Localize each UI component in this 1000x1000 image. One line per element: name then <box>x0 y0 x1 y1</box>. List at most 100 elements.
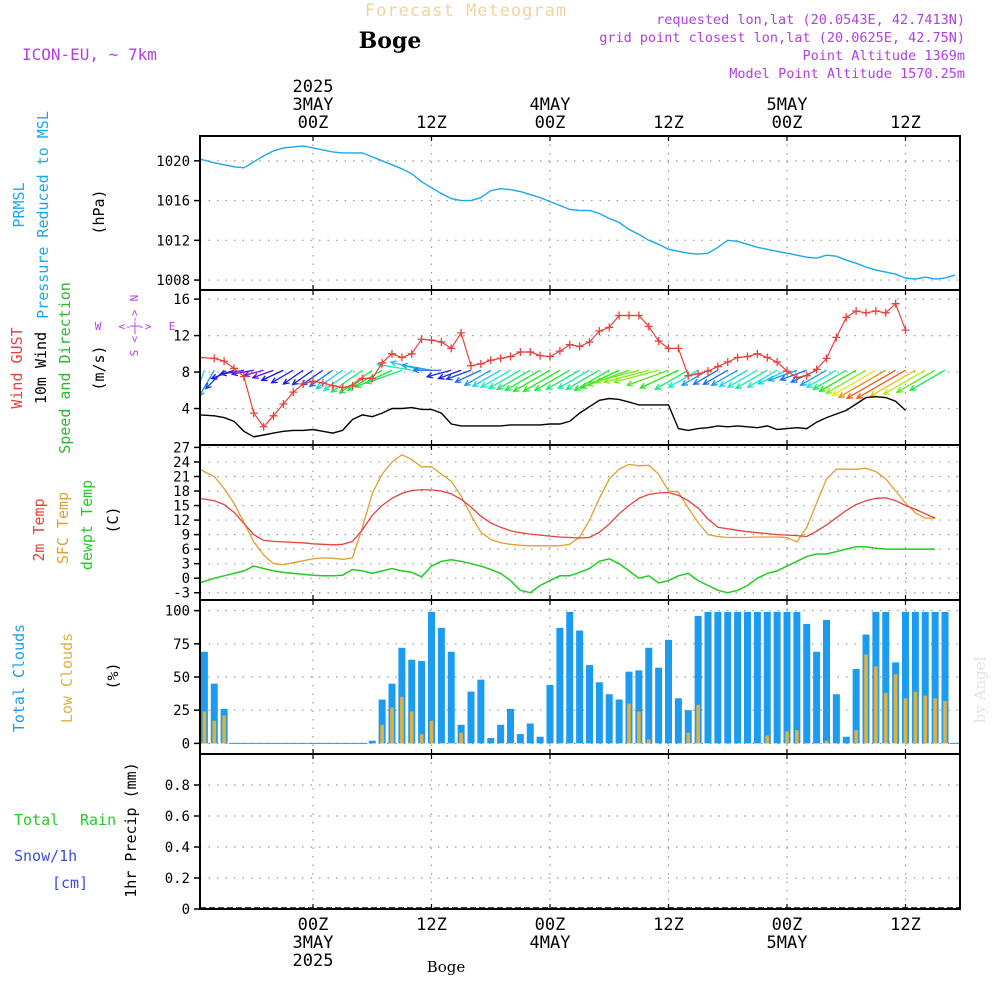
gust-marker <box>378 358 387 367</box>
wind-direction-arrowhead <box>845 392 854 399</box>
wind-direction-arrowhead <box>251 373 259 380</box>
wind-direction-arrow <box>244 369 264 377</box>
total-cloud-bar <box>556 627 564 744</box>
gust-marker <box>743 352 752 361</box>
total-cloud-bar <box>477 679 485 744</box>
total-cloud-bar <box>418 661 426 744</box>
wind-direction-arrowhead <box>824 387 833 394</box>
total-cloud-bar <box>694 615 702 744</box>
top-time-label: 00Z <box>772 113 803 133</box>
wind-direction-arrow <box>252 369 274 379</box>
gust-marker <box>338 383 347 392</box>
wind-direction-arrowhead <box>831 389 839 396</box>
bottom-time-label: 12Z <box>416 915 447 935</box>
wind-direction-arrow <box>534 369 571 391</box>
total-cloud-bar <box>813 651 821 744</box>
temperature-ytick-label: 9 <box>182 528 190 544</box>
wind-direction-arrowhead <box>463 379 471 386</box>
snow-unit-label: [cm] <box>52 874 88 892</box>
top-time-label: 00Z <box>535 113 566 133</box>
low-cloud-bar <box>883 692 888 744</box>
wind-direction-arrowhead <box>354 382 362 388</box>
total-cloud-bar <box>655 667 663 744</box>
wind-direction-arrow <box>813 369 847 390</box>
pressure-ytick-label: 1012 <box>156 233 190 249</box>
total-cloud-bar <box>635 670 643 744</box>
precip-ytick-label: 0.2 <box>165 871 190 887</box>
top-time-label: 12Z <box>890 113 921 133</box>
low-cloud-bar <box>864 654 868 744</box>
wind-direction-arrow <box>693 369 719 385</box>
total-cloud-bar <box>902 611 909 744</box>
total-cloud-bar <box>931 611 939 744</box>
wind-direction-arrowhead <box>779 375 787 382</box>
total-cloud-bar <box>200 651 208 744</box>
pressure-label-1: PRMSL <box>10 182 28 227</box>
gust-marker <box>230 364 238 373</box>
temp-unit: (C) <box>104 506 122 533</box>
wind-direction-arrowhead <box>411 367 420 374</box>
low-cloud-bar <box>409 711 414 744</box>
precip-panel: Total Rain Snow/1h [cm] 1hr Precip (mm) … <box>14 753 961 918</box>
wind-direction-arrowhead <box>726 381 734 388</box>
top-time-label: 5MAY <box>767 95 808 115</box>
clouds-panel: Total Clouds Low Clouds (%) 0 25 50 75 100 <box>10 599 961 755</box>
temp2m-label: 2m Temp <box>30 498 48 561</box>
wind-direction-arrow <box>221 369 244 375</box>
gust-marker <box>654 337 663 346</box>
wind-direction-arrowhead <box>895 386 904 393</box>
wind-direction-arrowhead <box>602 377 611 384</box>
total-cloud-bar <box>576 630 584 744</box>
wind-direction-arrowhead <box>338 387 346 395</box>
wind-direction-arrow <box>488 369 521 389</box>
precip-frame <box>199 753 961 910</box>
low-cloud-bar <box>913 691 918 744</box>
bottom-time-label: 00Z <box>772 915 803 935</box>
wind-direction-arrowhead <box>692 378 700 385</box>
low-cloud-bar <box>637 711 641 744</box>
total-cloud-bar <box>487 738 495 744</box>
gust-marker <box>259 422 268 431</box>
wind-direction-arrowhead <box>565 383 573 390</box>
total-cloud-bar <box>191 673 198 743</box>
wind-direction-arrow <box>832 369 877 396</box>
low-cloud-bar <box>390 707 394 744</box>
temperature-ytick-label: 12 <box>173 513 190 529</box>
total-cloud-bar <box>744 611 751 744</box>
direction-s: S <box>128 350 141 357</box>
wind-direction-arrow <box>339 369 373 394</box>
total-cloud-bar <box>793 611 801 744</box>
pressure-ytick-label: 1020 <box>156 154 190 170</box>
gust-marker <box>289 388 298 397</box>
wind-direction-arrowhead <box>471 380 479 387</box>
wind-direction-arrow <box>800 369 827 386</box>
total-cloud-bar <box>803 623 811 744</box>
gust-marker <box>763 353 772 362</box>
wind-direction-arrow <box>838 369 887 398</box>
low-cloud-bar <box>419 734 424 744</box>
wind-direction-arrowhead <box>545 383 553 390</box>
wind-direction-arrowhead <box>909 384 917 391</box>
total-cloud-bar <box>516 734 524 744</box>
wind-direction-arrow <box>846 369 896 399</box>
total-cloud-bar <box>714 611 722 744</box>
wind-direction-arrowhead <box>200 390 205 397</box>
temperature-ytick-label: 6 <box>182 542 190 558</box>
wind-frame <box>199 289 961 446</box>
wind-direction-arrow <box>347 369 383 391</box>
total-cloud-bar <box>447 651 455 744</box>
bottom-time-label: 5MAY <box>767 933 808 953</box>
top-time-label: 12Z <box>416 113 447 133</box>
wind-direction-arrow <box>640 369 679 389</box>
wind-direction-arrowhead <box>557 382 565 389</box>
gust-marker <box>684 371 693 380</box>
gust-marker <box>358 374 367 383</box>
temperature-ytick-label: 3 <box>182 557 190 573</box>
clouds-ytick-label: 0 <box>182 736 190 752</box>
total-cloud-bar <box>428 611 435 744</box>
precip-unit: 1hr Precip (mm) <box>122 762 140 897</box>
wind-direction-arrow <box>301 369 324 386</box>
temperature-ytick-label: 21 <box>173 469 190 485</box>
temperature-ytick-label: 24 <box>173 455 190 471</box>
gust-marker <box>407 349 416 358</box>
